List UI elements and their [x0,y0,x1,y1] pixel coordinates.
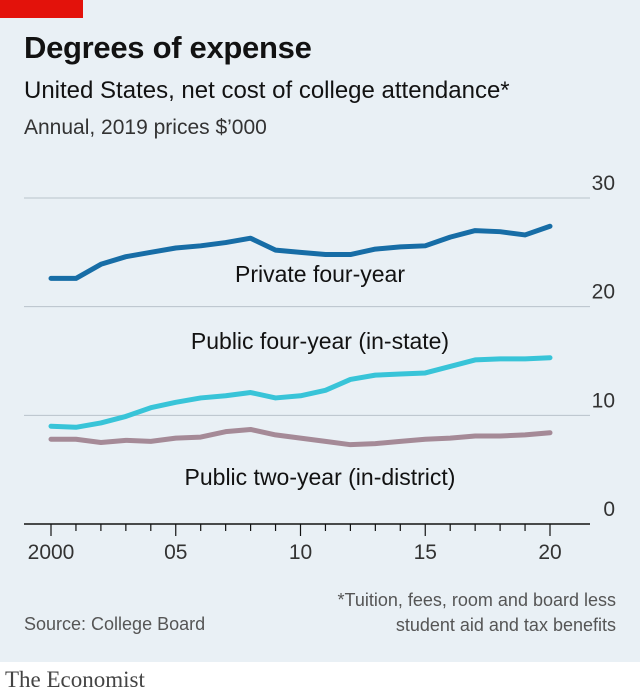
chart-card: Degrees of expense United States, net co… [0,0,640,662]
y-tick-label-0: 0 [603,498,615,521]
public-four-year-line [48,355,553,430]
series-lines [48,223,553,448]
x-tick-label-2010: 10 [289,541,312,564]
y-tick-labels: 0 10 20 30 [592,172,615,521]
public-two-year-label: Public two-year (in-district) [185,464,456,490]
x-tick-label-2015: 15 [414,541,437,564]
private-four-year-label: Private four-year [235,261,405,287]
y-tick-label-20: 20 [592,281,615,304]
x-tick-label-2020: 20 [538,541,561,564]
public-two-year-line [48,426,553,448]
footnote: *Tuition, fees, room and board less stud… [338,588,616,638]
public-four-year-label: Public four-year (in-state) [191,328,449,354]
series-labels: Private four-year Public four-year (in-st… [185,261,456,490]
economist-logo-text: The Economist [5,667,145,692]
footnote-line-1: *Tuition, fees, room and board less [337,590,616,610]
x-tick-label-2005: 05 [164,541,187,564]
gridlines [24,197,590,525]
y-tick-label-10: 10 [592,389,615,412]
y-tick-label-30: 30 [592,172,615,195]
chart-subtitle: United States, net cost of college atten… [24,77,510,104]
brand-red-tag [0,0,83,18]
line-chart: 0 10 20 30 2000 05 10 15 20 Private four-year Pu… [24,172,615,564]
chart-units: Annual, 2019 prices $’000 [24,116,267,139]
chart-title: Degrees of expense [24,30,312,65]
private-four-year-line [48,223,553,281]
x-axis: 2000 05 10 15 20 [28,524,562,564]
footnote-line-2: student aid and tax benefits [395,615,616,635]
source-note: Source: College Board [24,614,206,634]
x-tick-label-2000: 2000 [28,541,75,564]
